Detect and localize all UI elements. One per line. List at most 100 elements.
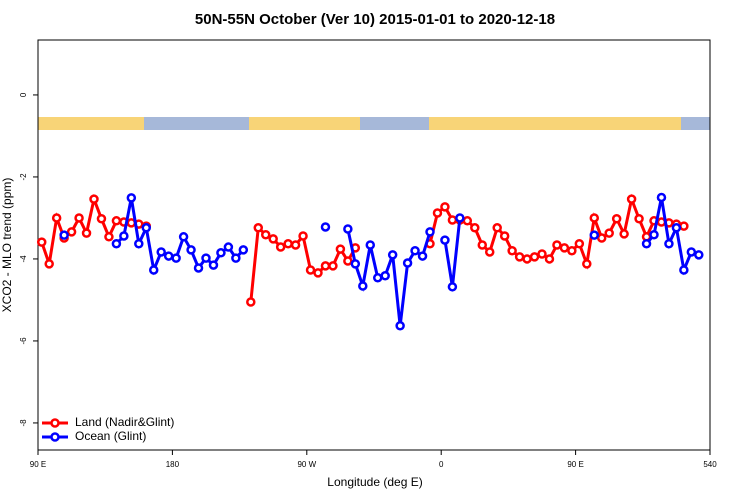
data-point	[238, 245, 249, 255]
data-point	[671, 223, 682, 233]
data-point	[387, 250, 398, 260]
data-point	[126, 193, 137, 203]
land-ocean-strip	[38, 117, 710, 130]
data-point	[484, 247, 495, 257]
y-tick-label: -4	[19, 255, 28, 263]
x-axis-label: Longitude (deg E)	[327, 475, 422, 489]
data-point	[686, 247, 697, 257]
data-point	[626, 194, 637, 204]
data-point	[492, 223, 502, 233]
data-point	[432, 208, 443, 218]
data-point	[201, 253, 211, 263]
data-point	[335, 244, 346, 254]
data-point	[305, 265, 316, 275]
data-point	[694, 250, 704, 260]
y-axis-label: XCO2 - MLO trend (ppm)	[0, 178, 14, 313]
data-point	[440, 235, 450, 245]
x-tick-label: 0	[439, 460, 444, 469]
data-point	[522, 254, 532, 264]
data-point	[89, 194, 99, 204]
data-point	[440, 202, 450, 212]
x-tick-label: 90 W	[297, 460, 316, 469]
data-point	[343, 256, 353, 266]
x-tick-label: 180	[166, 460, 180, 469]
data-point	[455, 213, 465, 223]
data-point	[246, 297, 256, 307]
data-point	[552, 240, 562, 250]
data-point	[574, 239, 585, 249]
chart-title: 50N-55N October (Ver 10) 2015-01-01 to 2…	[195, 11, 555, 28]
data-point	[66, 227, 77, 237]
data-point	[156, 247, 166, 257]
data-point	[51, 213, 62, 223]
data-point	[81, 228, 92, 238]
legend-label: Land (Nadir&Glint)	[75, 415, 174, 429]
data-point	[350, 259, 361, 269]
data-point	[679, 221, 689, 231]
data-point	[216, 248, 226, 258]
data-point	[470, 223, 480, 233]
data-point	[111, 216, 122, 226]
data-point	[74, 213, 84, 223]
y-tick-label: -6	[19, 337, 28, 345]
data-point	[358, 281, 368, 291]
y-tick-label: -8	[19, 419, 28, 427]
data-point	[96, 214, 107, 224]
data-point	[664, 239, 674, 249]
data-point	[634, 214, 644, 224]
data-point	[268, 234, 278, 244]
x-tick-label: 90 E	[30, 460, 46, 469]
data-point	[529, 252, 540, 262]
data-point	[447, 215, 458, 225]
x-tick-label: 90 E	[567, 460, 583, 469]
y-tick-label: -2	[19, 173, 28, 181]
data-point	[343, 224, 353, 234]
data-point	[313, 268, 323, 278]
legend-marker	[50, 432, 60, 442]
series-line	[115, 197, 700, 326]
data-point	[425, 227, 435, 237]
data-point	[365, 240, 376, 250]
data-point	[477, 240, 488, 250]
data-point	[141, 223, 152, 233]
data-point	[417, 251, 428, 261]
data-point	[253, 223, 264, 233]
data-point	[604, 228, 614, 238]
data-point	[223, 242, 234, 252]
data-point	[171, 253, 181, 263]
x-tick-label: 540	[703, 460, 717, 469]
data-point	[59, 230, 69, 240]
data-point	[462, 216, 473, 226]
data-point	[231, 253, 241, 263]
data-point	[582, 259, 592, 269]
data-point	[544, 254, 555, 264]
data-point	[589, 230, 600, 240]
data-point	[328, 261, 338, 271]
data-point	[679, 265, 689, 275]
data-point	[134, 239, 144, 249]
data-point	[641, 239, 652, 249]
data-point	[283, 239, 293, 249]
data-point	[372, 273, 383, 283]
data-point	[148, 265, 159, 275]
data-point	[507, 245, 517, 256]
data-point	[44, 259, 54, 269]
data-point	[499, 231, 510, 241]
data-point	[589, 213, 600, 223]
data-point	[104, 232, 114, 242]
data-point	[186, 245, 196, 255]
data-point	[649, 230, 659, 240]
data-point	[559, 243, 570, 253]
data-point	[178, 232, 189, 242]
data-point	[395, 321, 405, 331]
data-point	[111, 239, 122, 249]
data-point	[596, 233, 607, 243]
data-point	[537, 249, 547, 259]
data-point	[567, 245, 577, 256]
data-point	[656, 192, 667, 203]
data-point	[260, 230, 271, 240]
data-point	[402, 258, 413, 268]
data-point	[447, 282, 458, 292]
